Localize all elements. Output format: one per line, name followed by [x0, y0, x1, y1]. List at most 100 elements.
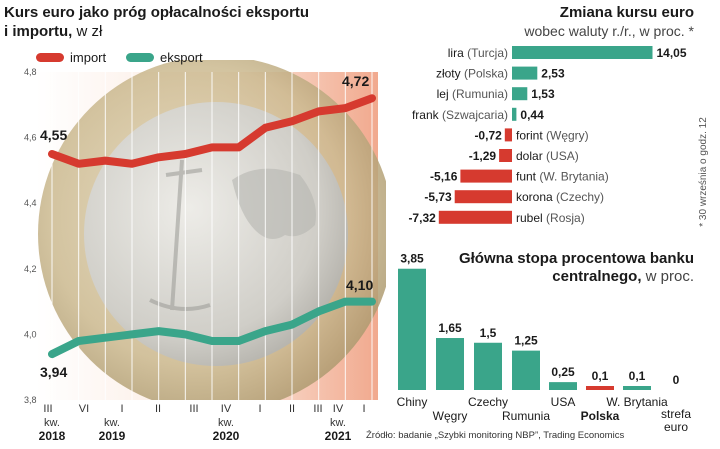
currency-bar [499, 149, 512, 162]
right-bottom-title-bold: centralnego, [552, 268, 641, 285]
x-year-kw: kw. [44, 417, 60, 429]
left-title-unit: w zł [72, 23, 103, 40]
rate-bar [549, 382, 577, 390]
currency-name: lira [448, 46, 467, 60]
rate-category: Węgry [433, 409, 468, 423]
y-tick-label: 4,0 [24, 329, 37, 339]
series-line-eksport [48, 297, 376, 359]
currency-name: dolar [516, 149, 546, 163]
rate-bar [436, 338, 464, 390]
y-tick-label: 4,6 [24, 133, 37, 143]
x-quarter-label: I [120, 403, 123, 415]
y-tick-label: 4,8 [24, 67, 37, 77]
legend-export-label: eksport [160, 50, 203, 65]
currency-value: 2,53 [541, 67, 565, 81]
currency-change-bars: lira (Turcja) 14,05 złoty (Polska) 2,53 lej … [408, 46, 687, 225]
currency-value: 0,44 [520, 108, 544, 122]
currency-label: forint (Węgry) [516, 128, 589, 142]
currency-name: funt [516, 170, 539, 184]
currency-bar [454, 190, 512, 204]
currency-label: korona (Czechy) [516, 190, 604, 204]
rate-category: strefa euro [661, 407, 691, 434]
currency-name: złoty [436, 67, 464, 81]
currency-bar [504, 128, 512, 142]
source-note: Źródło: badanie „Szybki monitoring NBP”,… [366, 430, 624, 441]
currency-label: dolar (USA) [516, 149, 579, 163]
currency-bar [460, 169, 512, 183]
date-footnote: * 30 września o godz. 12 [698, 117, 709, 227]
rate-bar [586, 386, 614, 390]
currency-value: -5,16 [430, 170, 458, 184]
rate-category: USA [551, 395, 576, 409]
left-title-bold: i importu, [4, 23, 72, 40]
currency-country: (Turcja) [467, 46, 508, 60]
currency-bar [512, 107, 517, 121]
coin-numeral-decoration [149, 159, 211, 311]
currency-name: frank [412, 108, 442, 122]
currency-bar [512, 66, 538, 80]
series-line-import [48, 94, 376, 168]
currency-bar [438, 210, 512, 224]
rate-value: 0,25 [551, 365, 575, 379]
x-year-kw: kw. [218, 417, 234, 429]
x-axis: III VI I II III IV I II III IV Ikw.2018kw.2019kw.2… [39, 403, 366, 443]
rate-value: 1,25 [514, 334, 538, 348]
legend-import-swatch [36, 53, 64, 62]
currency-label: frank (Szwajcaria) [412, 108, 508, 122]
coin-map-decoration [232, 168, 316, 239]
currency-country: (Węgry) [546, 128, 589, 142]
right-bottom-title-unit: w proc. [641, 268, 694, 285]
x-quarter-label: III [189, 403, 198, 415]
currency-value: 1,53 [531, 87, 555, 101]
currency-bar [512, 87, 528, 101]
currency-value: -0,72 [474, 128, 502, 142]
x-year-label: 2021 [325, 429, 352, 443]
currency-value: -5,73 [424, 190, 452, 204]
left-title-line2: i importu, w zł [4, 23, 103, 40]
x-quarter-label: IV [333, 403, 344, 415]
currency-country: (Rumunia) [452, 87, 508, 101]
right-top-title: Zmiana kursu euro [560, 4, 694, 21]
right-top-subtitle: wobec waluty r./r., w proc. * [523, 23, 694, 39]
rate-bar [398, 268, 426, 390]
line-series [48, 94, 376, 359]
legend-export-swatch [126, 53, 154, 62]
x-year-kw: kw. [330, 417, 346, 429]
legend-import-label: import [70, 50, 107, 65]
currency-label: lira (Turcja) [448, 46, 508, 60]
currency-country: (Rosja) [546, 211, 585, 225]
rate-category: Polska [581, 409, 620, 423]
coin-center [84, 102, 348, 366]
rate-category: Chiny [397, 395, 428, 409]
rate-value: 1,65 [438, 321, 462, 335]
rate-value: 0 [673, 373, 680, 387]
import-end-label: 4,72 [342, 73, 369, 89]
rate-value: 0,1 [592, 369, 609, 383]
interest-rate-bars: 3,85 Chiny 1,65 Węgry 1,5 Czechy 1,25 Rumunia 0,… [397, 252, 692, 434]
currency-country: (Polska) [464, 67, 508, 81]
rate-category: W. Brytania [606, 395, 668, 409]
right-bottom-title-line2: centralnego, w proc. [552, 268, 694, 285]
x-quarter-label: III [43, 403, 52, 415]
y-tick-label: 4,4 [24, 198, 37, 208]
rate-bar [512, 350, 540, 390]
x-quarter-label: I [362, 403, 365, 415]
x-quarter-label: II [155, 403, 161, 415]
x-quarter-label: II [289, 403, 295, 415]
currency-value: 14,05 [657, 46, 687, 60]
import-start-label: 4,55 [40, 127, 67, 143]
export-end-label: 4,10 [346, 277, 373, 293]
currency-label: rubel (Rosja) [516, 211, 585, 225]
right-bottom-title-line1: Główna stopa procentowa banku [459, 250, 694, 267]
rate-category-line: strefa [661, 407, 691, 421]
export-start-label: 3,94 [40, 364, 67, 380]
currency-name: lej [437, 87, 452, 101]
left-title-line1: Kurs euro jako próg opłacalności eksport… [4, 4, 309, 21]
currency-name: rubel [516, 211, 546, 225]
currency-label: złoty (Polska) [436, 67, 508, 81]
x-quarter-label: IV [221, 403, 232, 415]
currency-bar [512, 46, 653, 59]
x-year-label: 2018 [39, 429, 66, 443]
